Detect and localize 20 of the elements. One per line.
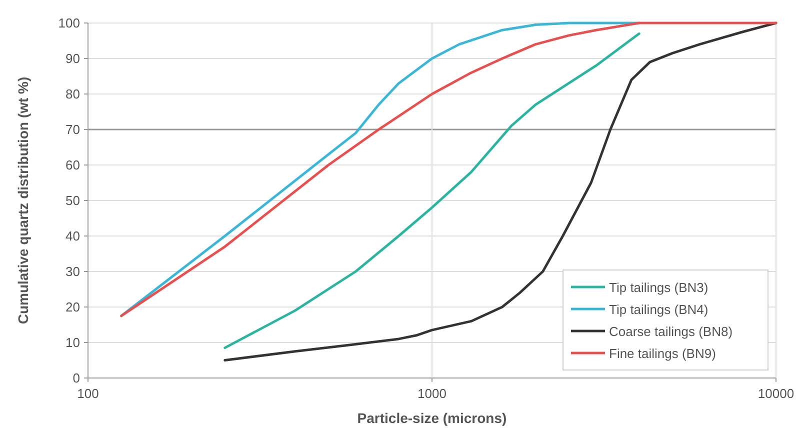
x-axis-title: Particle-size (microns) [357,410,507,426]
x-tick-label: 100 [77,386,99,401]
y-tick-label: 10 [66,335,80,350]
x-tick-label: 10000 [758,386,794,401]
legend-label: Tip tailings (BN3) [609,280,708,295]
x-tick-label: 1000 [418,386,446,401]
y-tick-label: 50 [66,193,80,208]
y-tick-label: 100 [58,16,80,30]
y-tick-label: 40 [66,228,80,244]
y-tick-label: 30 [66,264,80,279]
legend-label: Fine tailings (BN9) [609,346,716,361]
y-axis-title: Cumulative quartz distribution (wt %) [15,76,31,324]
legend-label: Tip tailings (BN4) [609,302,708,317]
y-tick-label: 70 [66,122,80,137]
y-tick-label: 20 [66,300,80,314]
y-tick-label: 90 [66,51,80,66]
y-tick-label: 80 [66,86,80,102]
y-tick-label: 0 [72,370,80,386]
legend-label: Coarse tailings (BN8) [609,324,733,339]
y-tick-label: 60 [66,158,80,172]
